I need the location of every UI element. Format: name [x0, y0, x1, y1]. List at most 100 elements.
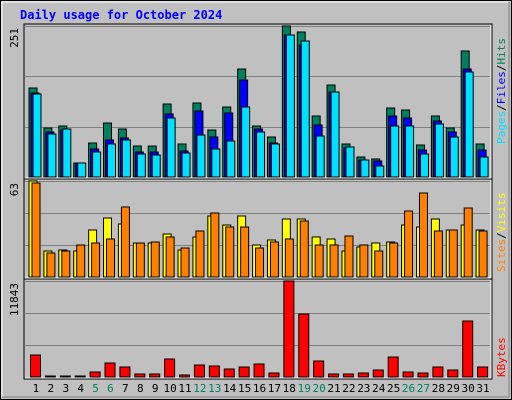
pages-bar — [300, 40, 310, 178]
x-tick-label: 30 — [462, 382, 475, 395]
kbytes-bar — [462, 320, 474, 378]
x-tick-label: 10 — [163, 382, 176, 395]
pages-bar — [211, 148, 221, 178]
pages-bar — [315, 135, 325, 178]
pages-bar — [330, 91, 340, 178]
kbytes-bar — [44, 375, 56, 378]
legend: Sites/Visits — [495, 193, 508, 273]
pages-bar — [241, 106, 251, 178]
sites-bar — [404, 210, 414, 278]
kbytes-bars — [30, 280, 489, 378]
kbytes-bar — [30, 354, 41, 378]
x-tick-label: 27 — [417, 382, 430, 395]
x-tick-label: 31 — [476, 382, 489, 395]
x-tick-label: 5 — [92, 382, 99, 395]
sites-bar — [46, 252, 56, 278]
x-tick-label: 22 — [342, 382, 355, 395]
kbytes-bar — [268, 372, 280, 378]
kbytes-bar — [74, 375, 86, 378]
legend-entry-visits: Visits — [495, 193, 508, 233]
sites-bar — [225, 226, 235, 278]
sites-bar — [329, 244, 339, 278]
sites-bar — [284, 238, 294, 278]
sites-bar — [448, 229, 458, 278]
x-tick-label: 24 — [372, 382, 386, 395]
kbytes-bar — [238, 366, 250, 378]
x-tick-label: 17 — [268, 382, 281, 395]
pages-bar — [270, 143, 280, 178]
kbytes-bar — [372, 369, 384, 378]
x-axis-day-labels: 1 2 3 4 5 6 7 8 9 10 11 12 13 14 15 16 17 18 19 20 21 22 23 24 2… — [33, 382, 490, 395]
kbytes-bar — [179, 374, 191, 378]
sites-bar — [195, 230, 205, 278]
x-tick-label: 1 — [33, 382, 40, 395]
sites-bar — [418, 192, 428, 278]
legend-entry-pages: Pages — [495, 111, 508, 144]
sites-bar — [210, 212, 220, 278]
pages-bar — [47, 133, 57, 178]
pages-bar — [151, 154, 161, 178]
y-max-labels: 251 63 11843 — [8, 28, 21, 316]
kbytes-bar — [298, 313, 310, 378]
sites-bar — [389, 242, 399, 278]
sites-bar — [433, 230, 443, 278]
legend-separator: / — [495, 232, 508, 239]
legend-entry-sites: Sites — [495, 239, 508, 272]
kbytes-bar — [223, 368, 235, 378]
pages-bar — [121, 139, 131, 178]
sites-bar — [374, 250, 384, 278]
panel-frame — [23, 278, 493, 380]
x-tick-label: 12 — [193, 382, 206, 395]
y-max-label: 63 — [8, 183, 21, 196]
sites-bar — [478, 230, 488, 278]
sites-bar — [135, 242, 145, 278]
kbytes-bar — [89, 371, 101, 378]
pages-bar — [32, 93, 42, 178]
x-tick-label: 2 — [48, 382, 55, 395]
pages-bar — [196, 134, 206, 178]
sites-bar — [165, 236, 175, 278]
x-tick-label: 6 — [107, 382, 114, 395]
x-tick-label: 21 — [327, 382, 340, 395]
x-tick-label: 11 — [178, 382, 191, 395]
pages-bar — [62, 128, 72, 178]
x-tick-label: 9 — [152, 382, 159, 395]
pages-bar — [360, 159, 370, 178]
kbytes-bar — [208, 365, 220, 378]
pages-bar — [77, 162, 87, 178]
kbytes-bar — [357, 372, 369, 378]
kbytes-bar — [477, 366, 489, 378]
sites-bar — [463, 207, 473, 278]
sites-bar — [359, 244, 369, 278]
x-tick-label: 3 — [62, 382, 69, 395]
sites-bar — [61, 250, 71, 278]
x-tick-label: 25 — [387, 382, 400, 395]
pages-bar — [345, 146, 355, 178]
sites-bar — [106, 238, 116, 278]
pages-bar — [181, 152, 191, 178]
kbytes-bar — [447, 369, 459, 378]
pages-bar — [136, 153, 146, 178]
sites-bar — [150, 241, 160, 278]
kbytes-bar — [313, 360, 325, 378]
hits-files-pages-bars — [28, 25, 489, 178]
pages-bar — [107, 143, 117, 178]
legend-separator: / — [495, 65, 508, 72]
kbytes-bar — [149, 373, 161, 378]
pages-bar — [375, 165, 385, 178]
y-max-label: 11843 — [8, 283, 21, 316]
kbytes-bar — [328, 373, 340, 378]
pages-bar — [419, 153, 429, 178]
pages-bar — [405, 125, 415, 178]
x-tick-label: 20 — [312, 382, 325, 395]
pages-bar — [226, 140, 236, 178]
sites-bar — [91, 242, 101, 278]
kbytes-bar — [283, 280, 295, 378]
sites-bar — [180, 247, 190, 278]
kbytes-bar — [432, 366, 444, 378]
chart-title: Daily usage for October 2024 — [20, 8, 222, 22]
visits-sites-bars — [28, 180, 488, 278]
kbytes-bar — [253, 363, 265, 378]
